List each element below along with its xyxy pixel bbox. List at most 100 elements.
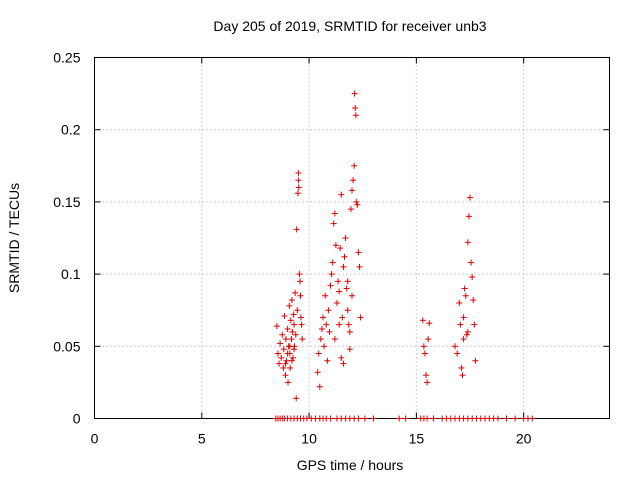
y-tick-label: 0.15 (53, 194, 80, 210)
data-point (357, 314, 364, 321)
data-point (529, 415, 536, 422)
data-point (340, 360, 347, 367)
data-point (293, 226, 300, 233)
data-point (464, 328, 471, 335)
data-point (351, 162, 358, 169)
y-tick-label: 0.05 (53, 338, 80, 354)
data-point (318, 325, 325, 332)
data-point (424, 379, 431, 386)
data-point (296, 271, 303, 278)
data-point (288, 357, 295, 364)
data-point (343, 285, 350, 292)
y-tick-label: 0.1 (61, 266, 81, 282)
data-point (283, 357, 290, 364)
data-point (277, 340, 284, 347)
data-point (356, 263, 363, 270)
axis-ticks (94, 57, 610, 419)
data-point (294, 307, 301, 314)
x-tick-labels: 0 5 10 15 20 (91, 431, 532, 447)
data-point (326, 328, 333, 335)
data-point (349, 292, 355, 299)
data-point (461, 285, 468, 292)
data-point (456, 299, 463, 306)
data-point (297, 278, 304, 285)
data-point (353, 198, 360, 205)
data-point (324, 357, 331, 364)
data-point (286, 343, 293, 350)
data-point (463, 331, 470, 338)
x-tick-label: 15 (409, 431, 425, 447)
data-point (472, 357, 479, 364)
data-point (459, 372, 466, 379)
data-point (332, 242, 339, 249)
data-point (458, 364, 465, 371)
data-point (344, 307, 351, 314)
data-point (327, 415, 334, 422)
data-point (370, 415, 377, 422)
data-point (349, 187, 355, 194)
data-point (352, 112, 359, 119)
data-point (316, 383, 323, 390)
data-point (464, 239, 471, 246)
y-axis-title: SRMTID / TECUs (6, 183, 22, 293)
data-point (327, 282, 334, 289)
data-point (338, 354, 345, 361)
data-point (430, 415, 437, 422)
data-point (295, 177, 302, 184)
data-point (291, 346, 298, 353)
x-tick-label: 10 (301, 431, 317, 447)
data-point (426, 320, 433, 327)
data-point (469, 273, 476, 280)
data-point (322, 292, 329, 299)
data-point (330, 220, 337, 227)
data-point (321, 343, 328, 350)
data-point (295, 184, 302, 191)
data-point (293, 395, 300, 402)
data-point (503, 415, 510, 422)
data-point (457, 321, 464, 328)
data-point (331, 336, 338, 343)
data-point (295, 170, 302, 177)
data-point (424, 415, 431, 422)
data-point (282, 360, 289, 367)
data-point (274, 350, 281, 357)
x-tick-label: 5 (198, 431, 206, 447)
data-point (344, 278, 351, 285)
data-point (320, 314, 327, 321)
data-point (421, 350, 428, 357)
data-point (462, 292, 469, 299)
data-point (331, 210, 338, 217)
data-point (290, 311, 297, 318)
data-point (299, 336, 306, 343)
data-point (361, 415, 368, 422)
data-point (280, 364, 287, 371)
data-point (350, 177, 357, 184)
data-point (339, 314, 346, 321)
data-point (292, 289, 299, 296)
data-point (460, 336, 467, 343)
data-point (341, 253, 348, 260)
data-point (512, 415, 519, 422)
data-point (352, 105, 359, 112)
data-point (336, 321, 343, 328)
data-point (289, 328, 296, 335)
data-point (470, 297, 477, 304)
data-point (354, 201, 361, 208)
data-point (323, 321, 330, 328)
data-point (402, 415, 409, 422)
data-point (317, 336, 324, 343)
data-point (333, 299, 340, 306)
data-point (292, 331, 299, 338)
data-point (467, 194, 474, 201)
data-point (287, 364, 294, 371)
data-point (315, 350, 322, 357)
data-point (454, 350, 461, 357)
data-point (346, 328, 353, 335)
data-point (288, 336, 295, 343)
data-point (291, 321, 298, 328)
data-point (396, 415, 403, 422)
data-point (342, 235, 349, 241)
data-point (297, 314, 304, 321)
data-point (471, 321, 478, 328)
